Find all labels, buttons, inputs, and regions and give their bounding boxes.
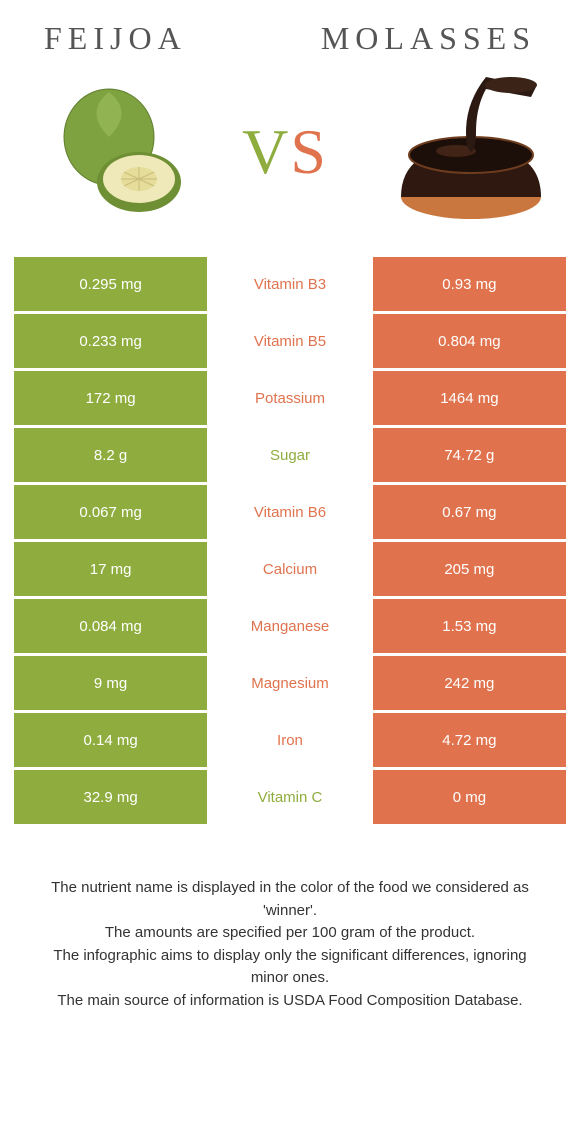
nutrient-name: Iron	[207, 713, 373, 767]
table-row: 0.084 mgManganese1.53 mg	[14, 599, 566, 653]
footer-line-1: The nutrient name is displayed in the co…	[38, 877, 542, 922]
left-value: 32.9 mg	[14, 770, 207, 824]
nutrient-name: Manganese	[207, 599, 373, 653]
nutrient-name: Vitamin B6	[207, 485, 373, 539]
left-value: 0.084 mg	[14, 599, 207, 653]
nutrient-name: Magnesium	[207, 656, 373, 710]
left-value: 17 mg	[14, 542, 207, 596]
table-row: 17 mgCalcium205 mg	[14, 542, 566, 596]
vs-label: VS	[242, 115, 328, 189]
table-row: 32.9 mgVitamin C0 mg	[14, 770, 566, 824]
nutrient-table: 0.295 mgVitamin B30.93 mg0.233 mgVitamin…	[14, 257, 566, 824]
footer-line-4: The main source of information is USDA F…	[38, 990, 542, 1013]
right-value: 1464 mg	[373, 371, 566, 425]
left-value: 0.14 mg	[14, 713, 207, 767]
right-value: 242 mg	[373, 656, 566, 710]
table-row: 0.295 mgVitamin B30.93 mg	[14, 257, 566, 311]
left-value: 0.295 mg	[14, 257, 207, 311]
molasses-icon	[376, 77, 546, 227]
left-value: 0.233 mg	[14, 314, 207, 368]
left-value: 172 mg	[14, 371, 207, 425]
titles-row: Feijoa Molasses	[14, 20, 566, 57]
nutrient-name: Sugar	[207, 428, 373, 482]
images-row: VS	[14, 77, 566, 257]
right-value: 74.72 g	[373, 428, 566, 482]
right-value: 0.93 mg	[373, 257, 566, 311]
footer-notes: The nutrient name is displayed in the co…	[14, 827, 566, 1012]
vs-v: V	[242, 116, 290, 187]
right-value: 205 mg	[373, 542, 566, 596]
table-row: 0.14 mgIron4.72 mg	[14, 713, 566, 767]
table-row: 9 mgMagnesium242 mg	[14, 656, 566, 710]
left-value: 8.2 g	[14, 428, 207, 482]
title-left: Feijoa	[44, 20, 187, 57]
nutrient-name: Calcium	[207, 542, 373, 596]
right-value: 1.53 mg	[373, 599, 566, 653]
left-value: 9 mg	[14, 656, 207, 710]
left-value: 0.067 mg	[14, 485, 207, 539]
footer-line-3: The infographic aims to display only the…	[38, 945, 542, 990]
table-row: 0.233 mgVitamin B50.804 mg	[14, 314, 566, 368]
nutrient-name: Vitamin B5	[207, 314, 373, 368]
title-right: Molasses	[321, 20, 536, 57]
footer-line-2: The amounts are specified per 100 gram o…	[38, 922, 542, 945]
right-value: 0 mg	[373, 770, 566, 824]
nutrient-name: Potassium	[207, 371, 373, 425]
nutrient-name: Vitamin B3	[207, 257, 373, 311]
table-row: 8.2 gSugar74.72 g	[14, 428, 566, 482]
table-row: 0.067 mgVitamin B60.67 mg	[14, 485, 566, 539]
table-row: 172 mgPotassium1464 mg	[14, 371, 566, 425]
right-value: 4.72 mg	[373, 713, 566, 767]
right-value: 0.67 mg	[373, 485, 566, 539]
right-value: 0.804 mg	[373, 314, 566, 368]
nutrient-name: Vitamin C	[207, 770, 373, 824]
feijoa-icon	[54, 82, 194, 222]
vs-s: S	[290, 116, 328, 187]
